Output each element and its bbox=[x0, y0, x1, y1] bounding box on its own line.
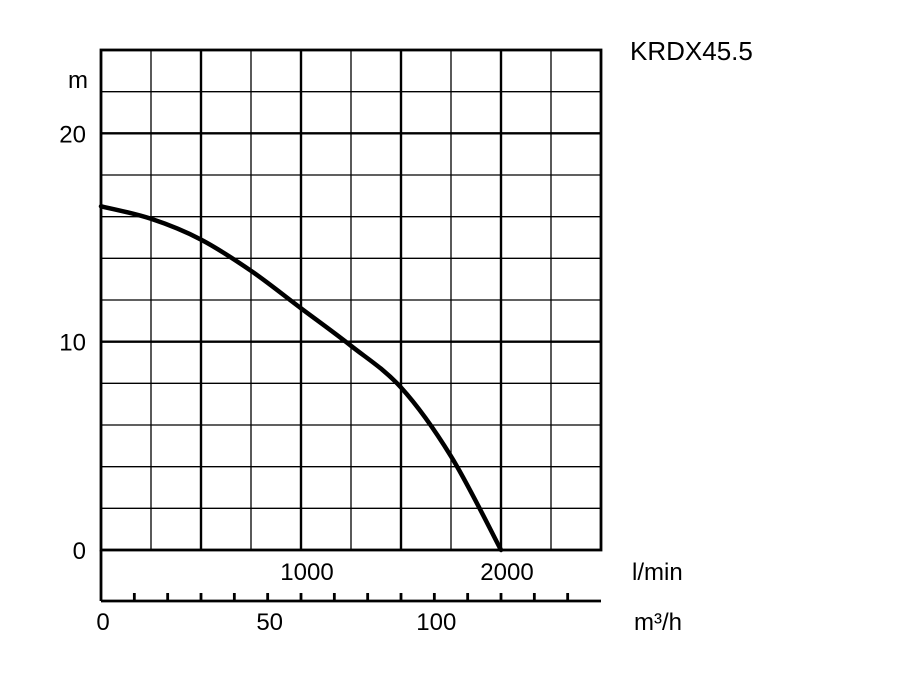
head-curve-line bbox=[98, 204, 504, 553]
chart-title: KRDX45.5 bbox=[630, 36, 753, 66]
x-axis-label-lmin: l/min bbox=[632, 559, 683, 586]
grid bbox=[101, 50, 601, 550]
y-tick-label: 10 bbox=[59, 330, 86, 357]
y-axis-label: m bbox=[68, 67, 88, 94]
plot-frame bbox=[99, 48, 603, 552]
x-tick-label-m3h: 0 bbox=[96, 609, 109, 636]
curve-layer bbox=[98, 204, 504, 553]
y-tick-label: 20 bbox=[59, 121, 86, 148]
x-tick-label-m3h: 100 bbox=[416, 609, 456, 636]
x-tick-label-lmin: 1000 bbox=[280, 559, 333, 586]
frame bbox=[99, 48, 603, 603]
labels: KRDX45.5 m l/min m³/h 0 10 20 1000 2000 0 50 10… bbox=[59, 36, 753, 636]
y-tick-label: 0 bbox=[73, 538, 86, 565]
x-axis-label-m3h: m³/h bbox=[634, 609, 682, 636]
x-tick-label-m3h: 50 bbox=[256, 609, 283, 636]
x-tick-label-lmin: 2000 bbox=[480, 559, 533, 586]
